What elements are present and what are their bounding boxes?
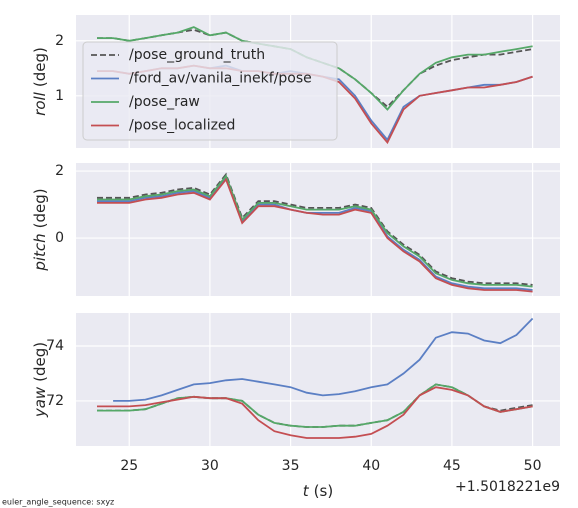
- y-tick-label: 0: [55, 230, 64, 246]
- y-tick-label: 74: [46, 338, 64, 354]
- y-axis-label-var: pitch: [31, 233, 49, 271]
- plot-background: [76, 313, 560, 446]
- y-tick-label: 2: [55, 163, 64, 179]
- plot-background: [76, 163, 560, 296]
- x-tick-label: 35: [282, 458, 300, 474]
- y-axis-label-unit: (deg): [31, 188, 49, 228]
- legend-box: [82, 41, 338, 141]
- series-line: [97, 174, 533, 288]
- x-offset-label: +1.5018221e9: [455, 479, 560, 495]
- y-tick-label: 1: [55, 88, 64, 104]
- series-line: [97, 177, 533, 293]
- y-tick-label: 2: [55, 33, 64, 49]
- x-axis-label-unit: (s): [314, 482, 334, 500]
- series-line: [97, 386, 533, 439]
- legend-label: /pose_localized: [129, 118, 235, 134]
- y-axis-label: roll (deg): [31, 47, 49, 116]
- legend-label: /pose_ground_truth: [129, 47, 265, 63]
- x-tick-label: 40: [362, 458, 380, 474]
- legend-label: /ford_av/vanila_inekf/pose: [129, 71, 312, 87]
- x-tick-label: 25: [120, 458, 138, 474]
- legend-label: /pose_raw: [129, 94, 200, 110]
- x-axis-label: t (s): [303, 482, 333, 500]
- y-axis-label-var: roll: [31, 91, 49, 116]
- y-tick-label: 72: [46, 393, 64, 409]
- x-tick-label: 50: [524, 458, 542, 474]
- y-axis-label-var: yaw: [31, 386, 49, 418]
- y-axis-label: yaw (deg): [31, 342, 49, 418]
- x-axis-label-var: t: [303, 482, 310, 500]
- series-line: [97, 172, 533, 286]
- y-axis-label-unit: (deg): [31, 342, 49, 382]
- footer: euler_angle_sequence: sxyz: [2, 498, 114, 507]
- x-tick-label: 30: [201, 458, 219, 474]
- x-tick-label: 45: [443, 458, 461, 474]
- y-axis-label: pitch (deg): [31, 188, 49, 271]
- y-axis-label-unit: (deg): [31, 47, 49, 87]
- series-line: [113, 317, 534, 402]
